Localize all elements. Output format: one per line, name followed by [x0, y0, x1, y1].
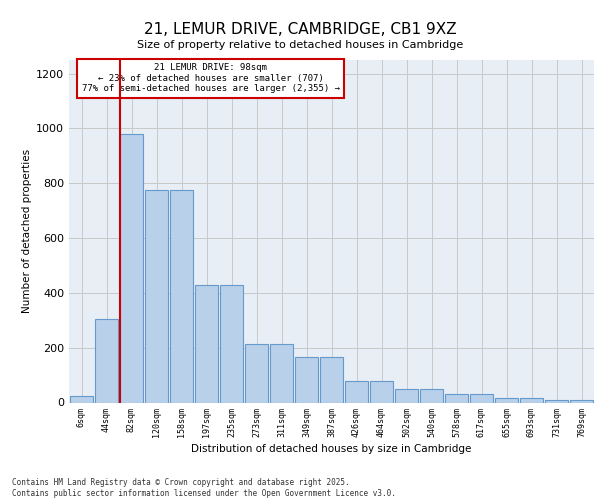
Bar [95, 319, 118, 402]
Bar [320, 358, 343, 403]
Bar [495, 398, 518, 402]
Bar [570, 400, 593, 402]
Bar [545, 400, 568, 402]
Bar [370, 380, 393, 402]
Bar [345, 380, 368, 402]
Text: Size of property relative to detached houses in Cambridge: Size of property relative to detached ho… [137, 40, 463, 50]
Bar [395, 389, 418, 402]
X-axis label: Distribution of detached houses by size in Cambridge: Distribution of detached houses by size … [191, 444, 472, 454]
Text: 21, LEMUR DRIVE, CAMBRIDGE, CB1 9XZ: 21, LEMUR DRIVE, CAMBRIDGE, CB1 9XZ [143, 22, 457, 38]
Bar [270, 344, 293, 402]
Bar [120, 134, 143, 402]
Y-axis label: Number of detached properties: Number of detached properties [22, 149, 32, 314]
Bar [470, 394, 493, 402]
Bar [70, 396, 93, 402]
Bar [420, 389, 443, 402]
Bar [170, 190, 193, 402]
Bar [195, 284, 218, 403]
Bar [295, 358, 318, 403]
Text: 21 LEMUR DRIVE: 98sqm
← 23% of detached houses are smaller (707)
77% of semi-det: 21 LEMUR DRIVE: 98sqm ← 23% of detached … [82, 64, 340, 93]
Bar [245, 344, 268, 402]
Bar [220, 284, 243, 403]
Bar [145, 190, 168, 402]
Text: Contains HM Land Registry data © Crown copyright and database right 2025.
Contai: Contains HM Land Registry data © Crown c… [12, 478, 396, 498]
Bar [445, 394, 468, 402]
Bar [520, 398, 543, 402]
